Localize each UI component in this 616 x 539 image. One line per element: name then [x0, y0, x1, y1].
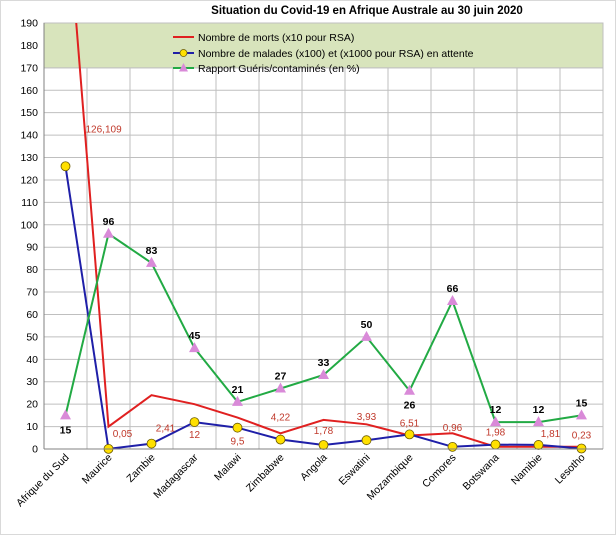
- data-label-sick: 2,41: [156, 424, 176, 435]
- y-tick-label: 40: [26, 354, 38, 366]
- data-point-triangle: [60, 409, 71, 420]
- data-label-ratio: 12: [490, 404, 502, 416]
- data-point-triangle: [404, 384, 415, 395]
- x-tick-label: Zimbabwe: [244, 452, 287, 495]
- data-label-ratio: 66: [447, 283, 459, 295]
- data-label-ratio: 50: [361, 319, 373, 331]
- legend-marker-circle: [179, 49, 188, 57]
- x-tick-label: Maurice: [80, 452, 115, 487]
- x-tick-label: Lesotho: [553, 452, 588, 487]
- data-label-ratio: 45: [189, 330, 201, 342]
- x-tick-label: Mozambique: [365, 452, 416, 503]
- data-label-sick: 0,96: [443, 423, 463, 434]
- x-tick-label: Botswana: [461, 452, 502, 493]
- data-point-triangle: [232, 395, 243, 406]
- data-point-triangle: [318, 369, 329, 380]
- data-label-ratio: 21: [232, 384, 244, 396]
- data-label-ratio: 27: [275, 370, 287, 382]
- y-tick-label: 180: [20, 40, 38, 52]
- data-point-circle: [60, 161, 71, 172]
- grid: [43, 22, 604, 450]
- data-label-ratio: 33: [318, 357, 330, 369]
- data-point-circle: [576, 443, 587, 454]
- y-tick-label: 160: [20, 85, 38, 97]
- data-label-ratio: 12: [533, 404, 545, 416]
- x-tick-label: Comores: [420, 452, 459, 491]
- data-point-circle: [490, 439, 501, 450]
- data-label-sick: 6,51: [400, 418, 420, 429]
- data-point-circle: [361, 435, 372, 446]
- data-point-triangle: [533, 416, 544, 427]
- x-tick-label: Madagascar: [151, 451, 201, 501]
- legend-box: [43, 22, 604, 69]
- y-tick-label: 60: [26, 309, 38, 321]
- y-tick-label: 170: [20, 62, 38, 74]
- legend: Nombre de morts (x10 pour RSA) Nombre de …: [43, 22, 604, 75]
- data-label-sick: 1,98: [486, 428, 506, 439]
- data-label-ratio: 26: [404, 400, 416, 412]
- data-point-triangle: [275, 382, 286, 393]
- data-point-triangle: [189, 342, 200, 353]
- y-tick-label: 30: [26, 376, 38, 388]
- data-label-sick: 4,22: [271, 413, 291, 424]
- data-point-triangle: [447, 295, 458, 306]
- data-point-triangle: [361, 330, 372, 341]
- data-label-ratio: 96: [103, 216, 115, 228]
- data-label-ratio: 83: [146, 245, 158, 257]
- data-label-ratio: 15: [60, 424, 72, 436]
- data-label-sick: 0,05: [113, 429, 133, 440]
- data-point-circle: [146, 438, 157, 449]
- y-tick-label: 20: [26, 399, 38, 411]
- y-tick-label: 70: [26, 287, 38, 299]
- data-point-circle: [232, 422, 243, 433]
- y-tick-label: 100: [20, 219, 38, 231]
- plot-area: [44, 23, 603, 449]
- data-label-sick: 126,109: [86, 124, 123, 135]
- data-label-sick: 0,23: [572, 430, 592, 441]
- y-tick-label: 190: [20, 18, 38, 30]
- data-point-circle: [275, 434, 286, 445]
- x-tick-label: Angola: [298, 452, 330, 484]
- legend-entry-label: Nombre de morts (x10 pour RSA): [198, 32, 354, 44]
- data-point-circle: [189, 417, 200, 427]
- data-label-sick: 12: [189, 430, 201, 441]
- data-point-triangle: [490, 416, 501, 427]
- legend-entry-label: Rapport Guéris/contaminés (en %): [198, 63, 360, 75]
- y-tick-label: 120: [20, 174, 38, 186]
- data-point-circle: [447, 441, 458, 452]
- x-tick-label: Namibie: [509, 452, 545, 488]
- legend-entry-label: Nombre de malades (x100) et (x1000 pour …: [198, 48, 474, 60]
- data-point-circle: [404, 429, 415, 440]
- y-tick-label: 90: [26, 242, 38, 254]
- y-tick-label: 110: [21, 197, 38, 209]
- y-tick-label: 80: [26, 264, 38, 276]
- data-label-ratio: 15: [576, 397, 588, 409]
- chart-title: Situation du Covid-19 en Afrique Austral…: [211, 5, 523, 17]
- data-label-sick: 1,78: [314, 426, 334, 437]
- data-point-triangle: [103, 227, 114, 238]
- data-labels: 126,109 0,05 2,41 12 9,5 4,22 1,78 3,93 6,51 0,96…: [60, 124, 592, 447]
- y-tick-label: 130: [20, 152, 38, 164]
- y-tick-label: 50: [26, 331, 38, 343]
- y-tick-label: 140: [20, 130, 38, 142]
- y-tick-label: 10: [26, 421, 38, 433]
- x-tick-label: Eswatini: [336, 452, 372, 488]
- data-point-circle: [533, 440, 544, 450]
- data-label-sick: 3,93: [357, 412, 377, 423]
- data-label-sick: 9,5: [231, 437, 245, 448]
- data-point-triangle: [576, 409, 587, 420]
- series-layer: [60, 23, 587, 454]
- x-tick-label: Zambie: [124, 452, 157, 485]
- x-tick-label: Malawi: [212, 452, 244, 484]
- legend-marker-triangle: [179, 63, 188, 72]
- y-tick-label: 0: [32, 444, 38, 456]
- x-tick-label: Afrique du Sud: [14, 452, 72, 510]
- data-point-circle: [318, 440, 329, 450]
- y-tick-label: 150: [20, 107, 38, 119]
- data-point-triangle: [146, 256, 157, 267]
- data-label-sick: 1,81: [541, 429, 561, 440]
